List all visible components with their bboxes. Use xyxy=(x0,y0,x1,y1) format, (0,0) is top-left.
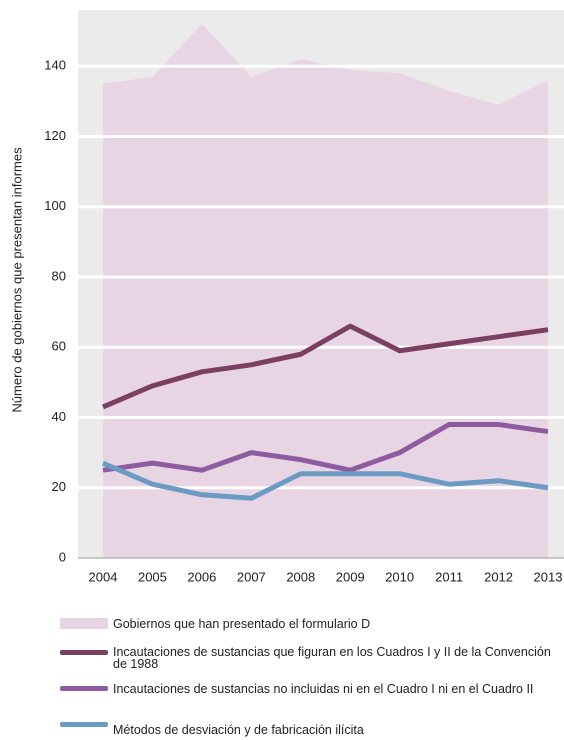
legend-label: Incautaciones de sustancias no incluidas… xyxy=(113,682,534,696)
y-tick-label: 20 xyxy=(52,479,66,494)
x-tick-label: 2010 xyxy=(385,569,414,584)
x-tick-label: 2007 xyxy=(237,569,266,584)
legend-label: Incautaciones de sustancias que figuran … xyxy=(113,645,551,671)
x-tick-label: 2005 xyxy=(138,569,167,584)
y-tick-label: 60 xyxy=(52,339,66,354)
x-tick-label: 2004 xyxy=(89,569,118,584)
legend-swatch xyxy=(60,618,108,629)
line xyxy=(102,323,549,410)
x-tick-label: 2008 xyxy=(286,569,315,584)
legend-label: Métodos de desviación y de fabricación i… xyxy=(113,723,364,737)
x-tick-label: 2006 xyxy=(187,569,216,584)
x-tick-label: 2013 xyxy=(534,569,563,584)
y-tick-label: 120 xyxy=(44,128,66,143)
legend-swatch xyxy=(60,686,108,691)
y-tick-label: 40 xyxy=(52,409,66,424)
x-tick-label: 2012 xyxy=(484,569,513,584)
legend-item: Incautaciones de sustancias que figuran … xyxy=(60,646,553,670)
area xyxy=(103,24,548,559)
y-tick-label: 80 xyxy=(52,268,66,283)
legend-label: Gobiernos que han presentado el formular… xyxy=(113,617,371,631)
legend-item: Métodos de desviación y de fabricación i… xyxy=(60,722,553,737)
legend-item: Incautaciones de sustancias no incluidas… xyxy=(60,680,553,698)
y-tick-label: 100 xyxy=(44,198,66,213)
legend-swatch xyxy=(60,722,108,727)
line xyxy=(102,422,549,473)
legend-swatch xyxy=(60,650,108,655)
y-tick-label: 0 xyxy=(59,549,66,564)
chart: Número de gobiernos que presentan inform… xyxy=(9,10,564,584)
line xyxy=(102,460,549,501)
y-tick-label: 140 xyxy=(44,58,66,73)
y-axis-label: Número de gobiernos que presentan inform… xyxy=(9,147,24,413)
x-tick-label: 2011 xyxy=(435,569,463,584)
legend-item: Gobiernos que han presentado el formular… xyxy=(60,618,553,630)
x-tick-label: 2009 xyxy=(336,569,365,584)
